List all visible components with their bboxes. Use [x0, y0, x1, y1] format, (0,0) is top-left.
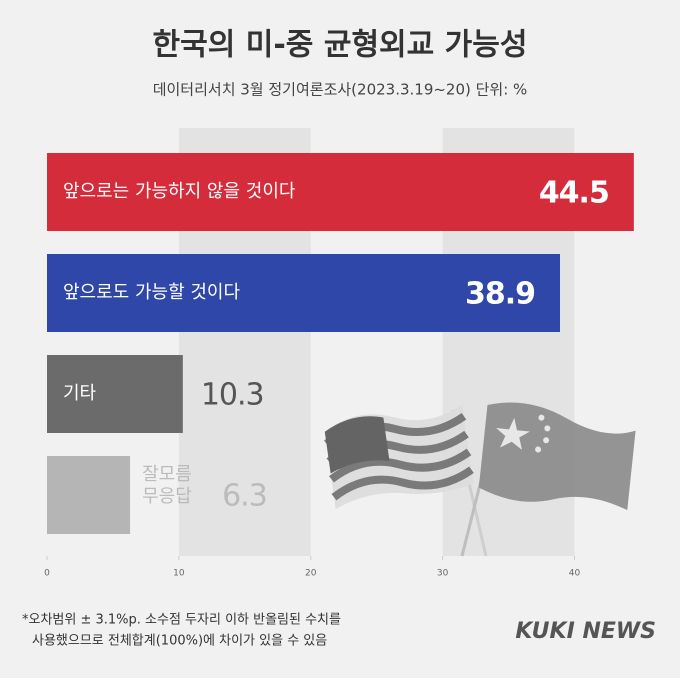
x-tick-label: 40 — [569, 569, 581, 579]
x-tick-label: 30 — [437, 569, 449, 579]
x-tick-label: 10 — [173, 569, 185, 579]
note: *오차범위 ± 3.1%p. 소수점 두자리 이하 반올림된 수치를 — [22, 613, 341, 628]
x-tick-label: 0 — [44, 569, 50, 579]
category-label: 기타 — [63, 383, 97, 404]
china-flag — [478, 402, 636, 511]
note: 사용했으므로 전체합계(100%)에 차이가 있을 수 있음 — [32, 633, 327, 649]
category-label-box: 잘모름 무응답 — [142, 464, 192, 507]
chart-title: 한국의 미-중 균형외교 가능성 — [153, 28, 528, 63]
source-logo: KUKI NEWS — [515, 619, 656, 644]
us-flag — [324, 404, 474, 510]
value-label: 38.9 — [465, 277, 535, 312]
bar — [47, 254, 560, 332]
value-label: 44.5 — [539, 176, 609, 211]
value-label: 6.3 — [222, 479, 267, 514]
bar — [47, 355, 183, 433]
bar — [47, 456, 131, 534]
chart-subtitle: 데이터리서치 3월 정기여론조사(2023.3.19~20) 단위: % — [153, 81, 528, 99]
x-tick-label: 20 — [305, 569, 317, 579]
category-label: 잘모름 무응답 — [142, 464, 192, 507]
bar — [47, 153, 634, 231]
flags — [324, 402, 636, 557]
category-label: 앞으로도 가능할 것이다 — [63, 282, 240, 303]
value-label: 10.3 — [201, 378, 264, 413]
category-label: 앞으로는 가능하지 않을 것이다 — [63, 181, 296, 202]
